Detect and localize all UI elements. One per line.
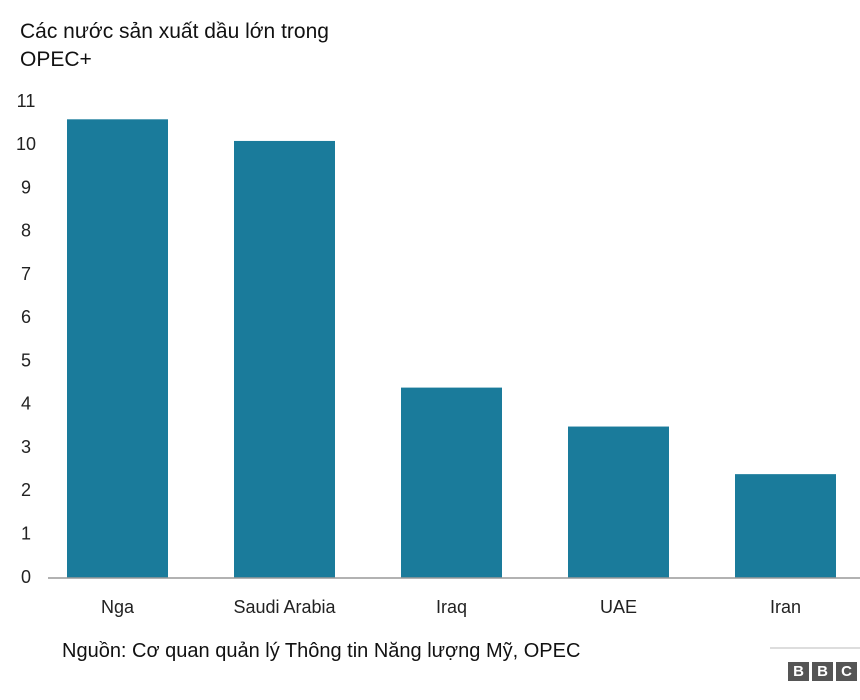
logo-letter: B <box>793 663 804 680</box>
logo-box <box>788 662 809 681</box>
y-tick-label: 1 <box>21 523 31 543</box>
bar <box>67 119 168 579</box>
y-tick-label: 4 <box>21 394 31 414</box>
y-tick-label: 7 <box>21 264 31 284</box>
x-tick-label: Saudi Arabia <box>233 597 336 617</box>
y-tick-label: 8 <box>21 221 31 241</box>
x-tick-label: Iran <box>770 597 801 617</box>
y-tick-label: 3 <box>21 437 31 457</box>
bar <box>234 140 335 579</box>
logo-letter: C <box>841 663 852 680</box>
bar <box>401 387 502 578</box>
bar <box>735 474 836 578</box>
x-tick-label: UAE <box>600 597 637 617</box>
logo-letter: B <box>817 663 828 680</box>
y-tick-label: 0 <box>21 567 31 587</box>
x-tick-label: Iraq <box>436 597 467 617</box>
source: Nguồn: Cơ quan quản lý Thông tin Năng lư… <box>62 640 581 662</box>
y-tick-label: 5 <box>21 350 31 370</box>
y-tick-label: 2 <box>21 480 31 500</box>
y-tick-label: 11 <box>17 91 36 111</box>
y-tick-label: 10 <box>16 134 36 154</box>
y-tick-label: 9 <box>21 177 31 197</box>
bar <box>568 426 669 578</box>
x-tick-label: Nga <box>101 597 135 617</box>
logo-box <box>836 662 857 681</box>
logo-box <box>812 662 833 681</box>
y-tick-label: 6 <box>21 307 31 327</box>
chart-title: Các nước sản xuất dầu lớn trong OPEC+ <box>20 20 329 71</box>
